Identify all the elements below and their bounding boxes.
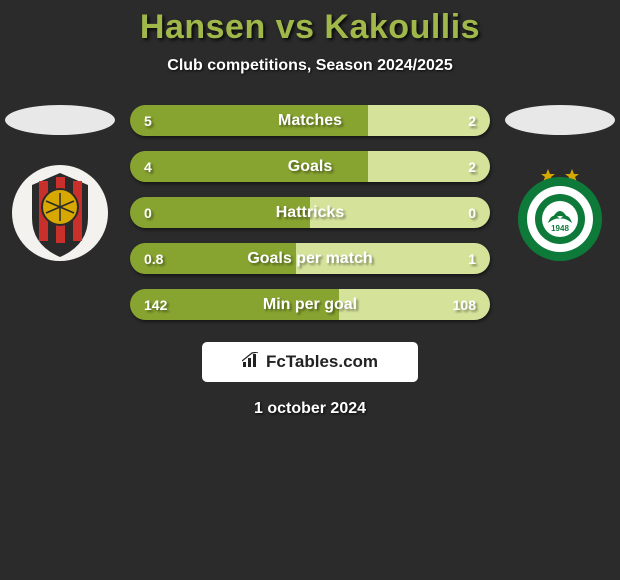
page-title: Hansen vs Kakoullis bbox=[0, 8, 620, 47]
bar-label: Matches bbox=[130, 105, 490, 136]
crest-left-svg bbox=[10, 163, 110, 263]
club-crest-right: 1948 bbox=[510, 163, 610, 263]
comparison-row: 52Matches 42Goals 00Hattricks 0.81Goals per… bbox=[0, 105, 620, 320]
stat-bar: 0.81Goals per match bbox=[130, 243, 490, 274]
player-right-ellipse bbox=[505, 105, 615, 135]
page-subtitle: Club competitions, Season 2024/2025 bbox=[0, 57, 620, 75]
chart-icon bbox=[242, 352, 262, 372]
club-crest-left bbox=[10, 163, 110, 263]
player-right-col: 1948 bbox=[500, 105, 620, 263]
stat-bars: 52Matches 42Goals 00Hattricks 0.81Goals per… bbox=[130, 105, 490, 320]
stat-bar: 142108Min per goal bbox=[130, 289, 490, 320]
bar-label: Goals per match bbox=[130, 243, 490, 274]
stat-bar: 52Matches bbox=[130, 105, 490, 136]
crest-right-svg: 1948 bbox=[510, 163, 610, 263]
bar-label: Goals bbox=[130, 151, 490, 182]
brand-text: FcTables.com bbox=[266, 352, 378, 372]
player-left-ellipse bbox=[5, 105, 115, 135]
player-left-col bbox=[0, 105, 120, 263]
bar-label: Hattricks bbox=[130, 197, 490, 228]
bar-label: Min per goal bbox=[130, 289, 490, 320]
crest-right-year: 1948 bbox=[551, 224, 569, 233]
stat-bar: 42Goals bbox=[130, 151, 490, 182]
stat-bar: 00Hattricks bbox=[130, 197, 490, 228]
brand-box: FcTables.com bbox=[202, 342, 418, 382]
date-text: 1 october 2024 bbox=[0, 400, 620, 418]
